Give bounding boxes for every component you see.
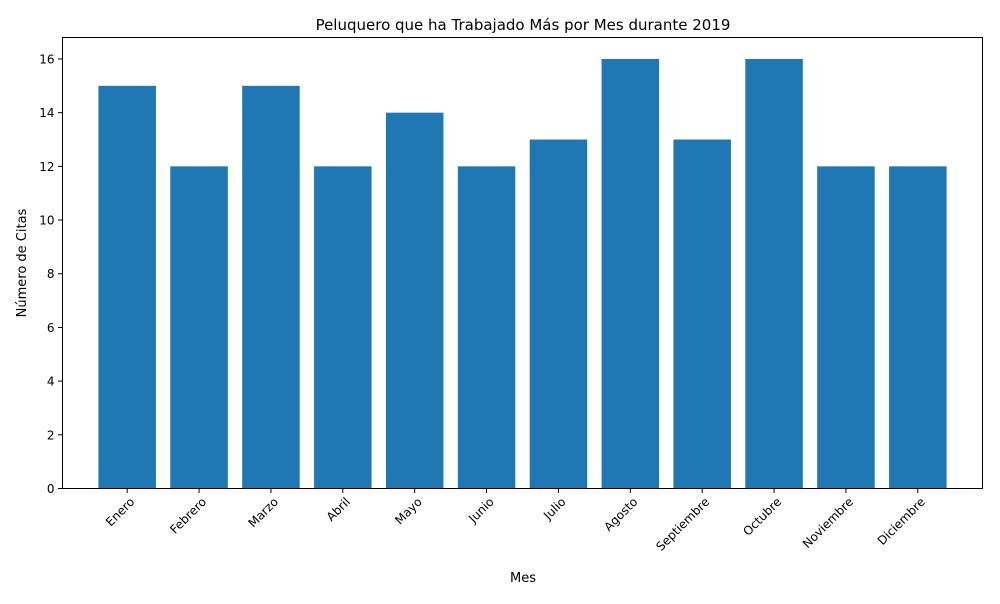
bar-febrero	[170, 166, 228, 489]
bar-septiembre	[673, 139, 731, 489]
bar-enero	[98, 85, 156, 489]
y-tick-label: 8	[47, 267, 55, 281]
y-tick-label: 10	[39, 214, 54, 228]
y-tick-label: 16	[39, 52, 54, 66]
bar-octubre	[745, 58, 803, 489]
y-tick-label: 6	[47, 321, 55, 335]
y-tick-label: 2	[47, 428, 55, 442]
y-axis-ticks: 0 2 4 6 8 10 12 14 16	[39, 52, 63, 496]
bar-agosto	[601, 58, 660, 489]
bar-diciembre	[889, 166, 947, 489]
bar-julio	[529, 139, 588, 489]
bar-mayo	[385, 112, 444, 489]
y-tick-label: 4	[47, 375, 55, 389]
bar-abril	[314, 166, 372, 489]
chart-title: Peluquero que ha Trabajado Más por Mes d…	[316, 16, 731, 34]
bar-junio	[457, 166, 516, 489]
x-axis-label: Mes	[510, 571, 536, 586]
y-tick-label: 12	[39, 160, 54, 174]
y-tick-label: 14	[39, 106, 54, 120]
bar-noviembre	[817, 166, 875, 489]
y-axis-label: Número de Citas	[15, 208, 30, 317]
y-tick-label: 0	[47, 482, 55, 496]
plot-frame	[62, 37, 983, 489]
bar-marzo	[242, 85, 300, 489]
bars-group	[98, 58, 947, 489]
